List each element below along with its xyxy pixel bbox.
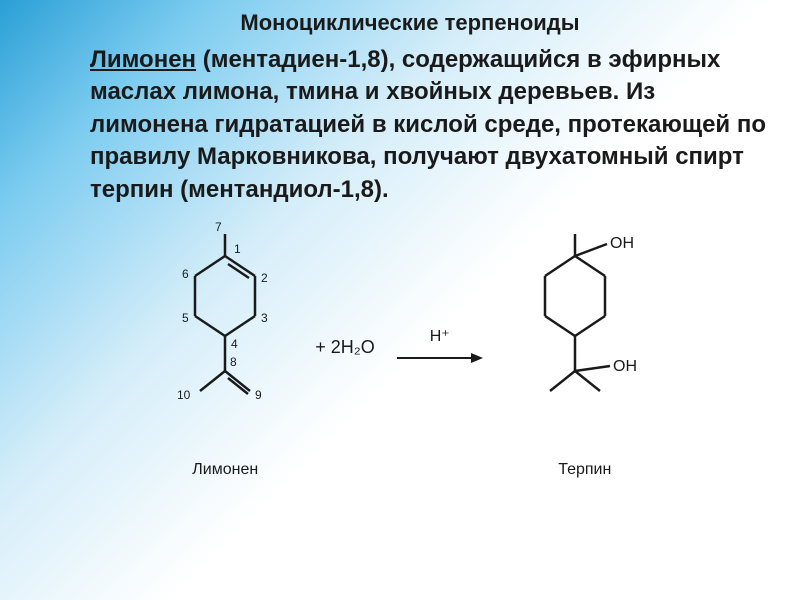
- reagent-text: + 2H₂O: [315, 337, 375, 358]
- atom-num-8: 8: [230, 355, 237, 369]
- oh-label-2: OH: [613, 358, 637, 375]
- terpin-label: Терпин: [505, 461, 665, 479]
- atom-num-5: 5: [182, 311, 189, 325]
- limonene-label: Лимонен: [155, 461, 295, 479]
- atom-num-1: 1: [234, 242, 241, 256]
- atom-num-4: 4: [231, 337, 238, 351]
- atom-num-9: 9: [255, 388, 262, 402]
- arrow-condition: H⁺: [430, 326, 450, 346]
- oh-label-1: OH: [610, 235, 634, 252]
- atom-num-2: 2: [261, 271, 268, 285]
- limonene-structure: 1 2 3 4 5 6 7 8 9 10 Лимонен: [155, 216, 295, 479]
- atom-num-7: 7: [215, 220, 222, 234]
- atom-num-6: 6: [182, 267, 189, 281]
- page-title: Моноциклические терпеноиды: [50, 10, 770, 36]
- terpin-structure: OH OH Терпин: [505, 216, 665, 479]
- compound-name: Лимонен: [90, 46, 196, 73]
- atom-num-10: 10: [177, 388, 191, 402]
- reaction-diagram: 1 2 3 4 5 6 7 8 9 10 Лимонен + 2H₂O H⁺: [50, 216, 770, 479]
- main-paragraph: Лимонен (ментадиен-1,8), содержащийся в …: [50, 44, 770, 206]
- atom-num-3: 3: [261, 311, 268, 325]
- reaction-arrow: H⁺: [395, 326, 485, 368]
